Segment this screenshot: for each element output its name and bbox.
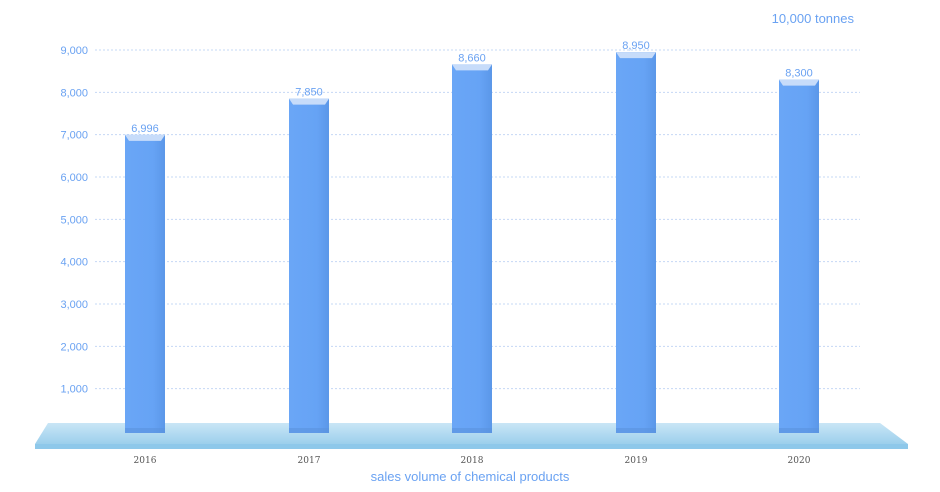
- y-tick-label: 8,000: [60, 87, 88, 99]
- x-tick-label: 2018: [461, 456, 484, 466]
- y-tick-label: 3,000: [60, 299, 88, 311]
- bar: [289, 98, 329, 433]
- grid-layer: [95, 49, 860, 390]
- bar-top-cap: [779, 79, 819, 86]
- x-tick-label: 2019: [625, 456, 648, 466]
- x-tick-label: 2017: [298, 456, 321, 466]
- bar-top-cap: [289, 98, 329, 105]
- data-labels: 6,996 7,850 8,660 8,950 8,300: [131, 40, 813, 135]
- x-tick-label: 2020: [788, 456, 811, 466]
- platform-top: [35, 423, 908, 444]
- y-tick-label: 7,000: [60, 130, 88, 142]
- y-tick-label: 6,000: [60, 172, 88, 184]
- data-label: 6,996: [131, 123, 159, 135]
- bar: [616, 52, 656, 433]
- bar-base: [125, 428, 165, 433]
- bar-base: [289, 428, 329, 433]
- bar-base: [779, 428, 819, 433]
- bar-layer: [125, 52, 819, 433]
- data-label: 8,660: [458, 52, 486, 64]
- bar-top-cap: [616, 52, 656, 59]
- data-label: 8,300: [785, 68, 813, 80]
- x-axis-title: sales volume of chemical products: [371, 469, 570, 484]
- bar: [452, 64, 492, 433]
- unit-label: 10,000 tonnes: [771, 11, 854, 26]
- bar: [779, 79, 819, 433]
- y-tick-label: 5,000: [60, 214, 88, 226]
- y-tick-label: 9,000: [60, 45, 88, 57]
- y-tick-label: 4,000: [60, 257, 88, 269]
- y-axis-ticks: 1,000 2,000 3,000 4,000 5,000 6,000 7,000 8,000…: [60, 45, 88, 396]
- bar-base: [616, 428, 656, 433]
- bar-top-cap: [125, 134, 165, 141]
- data-label: 7,850: [295, 87, 323, 99]
- bar-base: [452, 428, 492, 433]
- y-tick-label: 1,000: [60, 384, 88, 396]
- y-tick-label: 2,000: [60, 341, 88, 353]
- bar-top-cap: [452, 64, 492, 71]
- data-label: 8,950: [622, 40, 650, 52]
- bar: [125, 134, 165, 433]
- x-tick-label: 2016: [134, 456, 157, 466]
- floor-platform: [35, 423, 908, 449]
- platform-front: [35, 444, 908, 449]
- x-axis-ticks: 2016 2017 2018 2019 2020: [134, 456, 811, 466]
